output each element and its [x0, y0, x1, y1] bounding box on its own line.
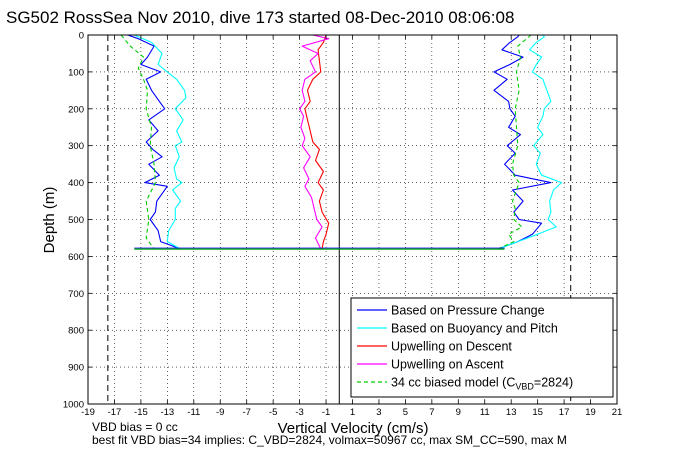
series-5-ascent-line [497, 34, 532, 250]
x-tick-label: 11 [480, 407, 490, 418]
y-tick-label: 700 [68, 289, 84, 300]
series-1-descent-line [127, 34, 181, 250]
x-tick-label: -19 [81, 407, 95, 418]
x-tick-label: 3 [376, 407, 381, 418]
x-tick-label: 13 [506, 407, 517, 418]
x-tick-label: -17 [108, 407, 122, 418]
y-tick-label: 900 [68, 363, 84, 374]
y-tick-label: 600 [68, 252, 84, 263]
best-fit-note: best fit VBD bias=34 implies: C_VBD=2824… [92, 433, 567, 447]
x-tick-label: -13 [160, 407, 174, 418]
x-tick-label: 21 [612, 407, 623, 418]
series-group [120, 34, 563, 250]
x-tick-label: 19 [585, 407, 596, 418]
x-tick-label: -7 [242, 407, 250, 418]
x-tick-label: -9 [216, 407, 224, 418]
legend-label-suffix: =2824) [534, 376, 573, 390]
x-tick-label: -15 [134, 407, 148, 418]
x-tick-label: -5 [269, 407, 277, 418]
vbd-bias-note: VBD bias = 0 cc [92, 420, 178, 434]
series-5-descent-line [120, 34, 156, 250]
x-axis: -19 -17 -15 -13 -11 -9 -7 -5 -3 -1 1 3 5 7 9 11 13 15 17 19… [81, 35, 622, 418]
legend-label: Based on Buoyancy and Pitch [391, 322, 558, 336]
x-tick-label: -3 [295, 407, 303, 418]
series-3-line [304, 34, 330, 250]
x-tick-label: 9 [456, 407, 461, 418]
x-tick-label: 5 [403, 407, 408, 418]
x-tick-label: -1 [322, 407, 330, 418]
x-axis-label: Vertical Velocity (cm/s) [278, 420, 429, 437]
y-tick-label: 100 [68, 67, 84, 78]
y-axis: 0 100 200 300 400 500 600 700 800 900 1000 [63, 31, 617, 411]
series-2-descent-line [134, 34, 187, 250]
x-tick-label: 15 [532, 407, 543, 418]
legend-label: 34 cc biased model (CVBD=2824) [391, 376, 573, 392]
x-tick-label: 17 [559, 407, 570, 418]
legend-label: Upwelling on Ascent [391, 358, 504, 372]
y-tick-label: 300 [68, 141, 84, 152]
y-axis-label: Depth (m) [41, 187, 58, 254]
y-tick-label: 500 [68, 215, 84, 226]
legend-label: Upwelling on Descent [391, 340, 512, 354]
x-tick-label: 7 [429, 407, 434, 418]
y-tick-label: 200 [68, 104, 84, 115]
series-2-ascent-line [497, 34, 563, 250]
y-tick-label: 800 [68, 326, 84, 337]
y-tick-label: 0 [79, 31, 84, 42]
legend: Based on Pressure Change Based on Buoyanc… [350, 297, 614, 398]
legend-label: Based on Pressure Change [391, 304, 545, 318]
chart-title: SG502 RossSea Nov 2010, dive 173 started… [6, 8, 514, 27]
legend-box [350, 297, 614, 398]
x-tick-label: -11 [187, 407, 200, 418]
series-4-line [299, 34, 330, 250]
y-tick-label: 400 [68, 178, 84, 189]
series-1-ascent-line [493, 34, 552, 250]
grid [88, 35, 617, 404]
reference-lines [107, 35, 572, 404]
legend-label-subscript: VBD [515, 382, 534, 392]
y-tick-label: 1000 [63, 400, 84, 411]
x-tick-label: 1 [350, 407, 355, 418]
